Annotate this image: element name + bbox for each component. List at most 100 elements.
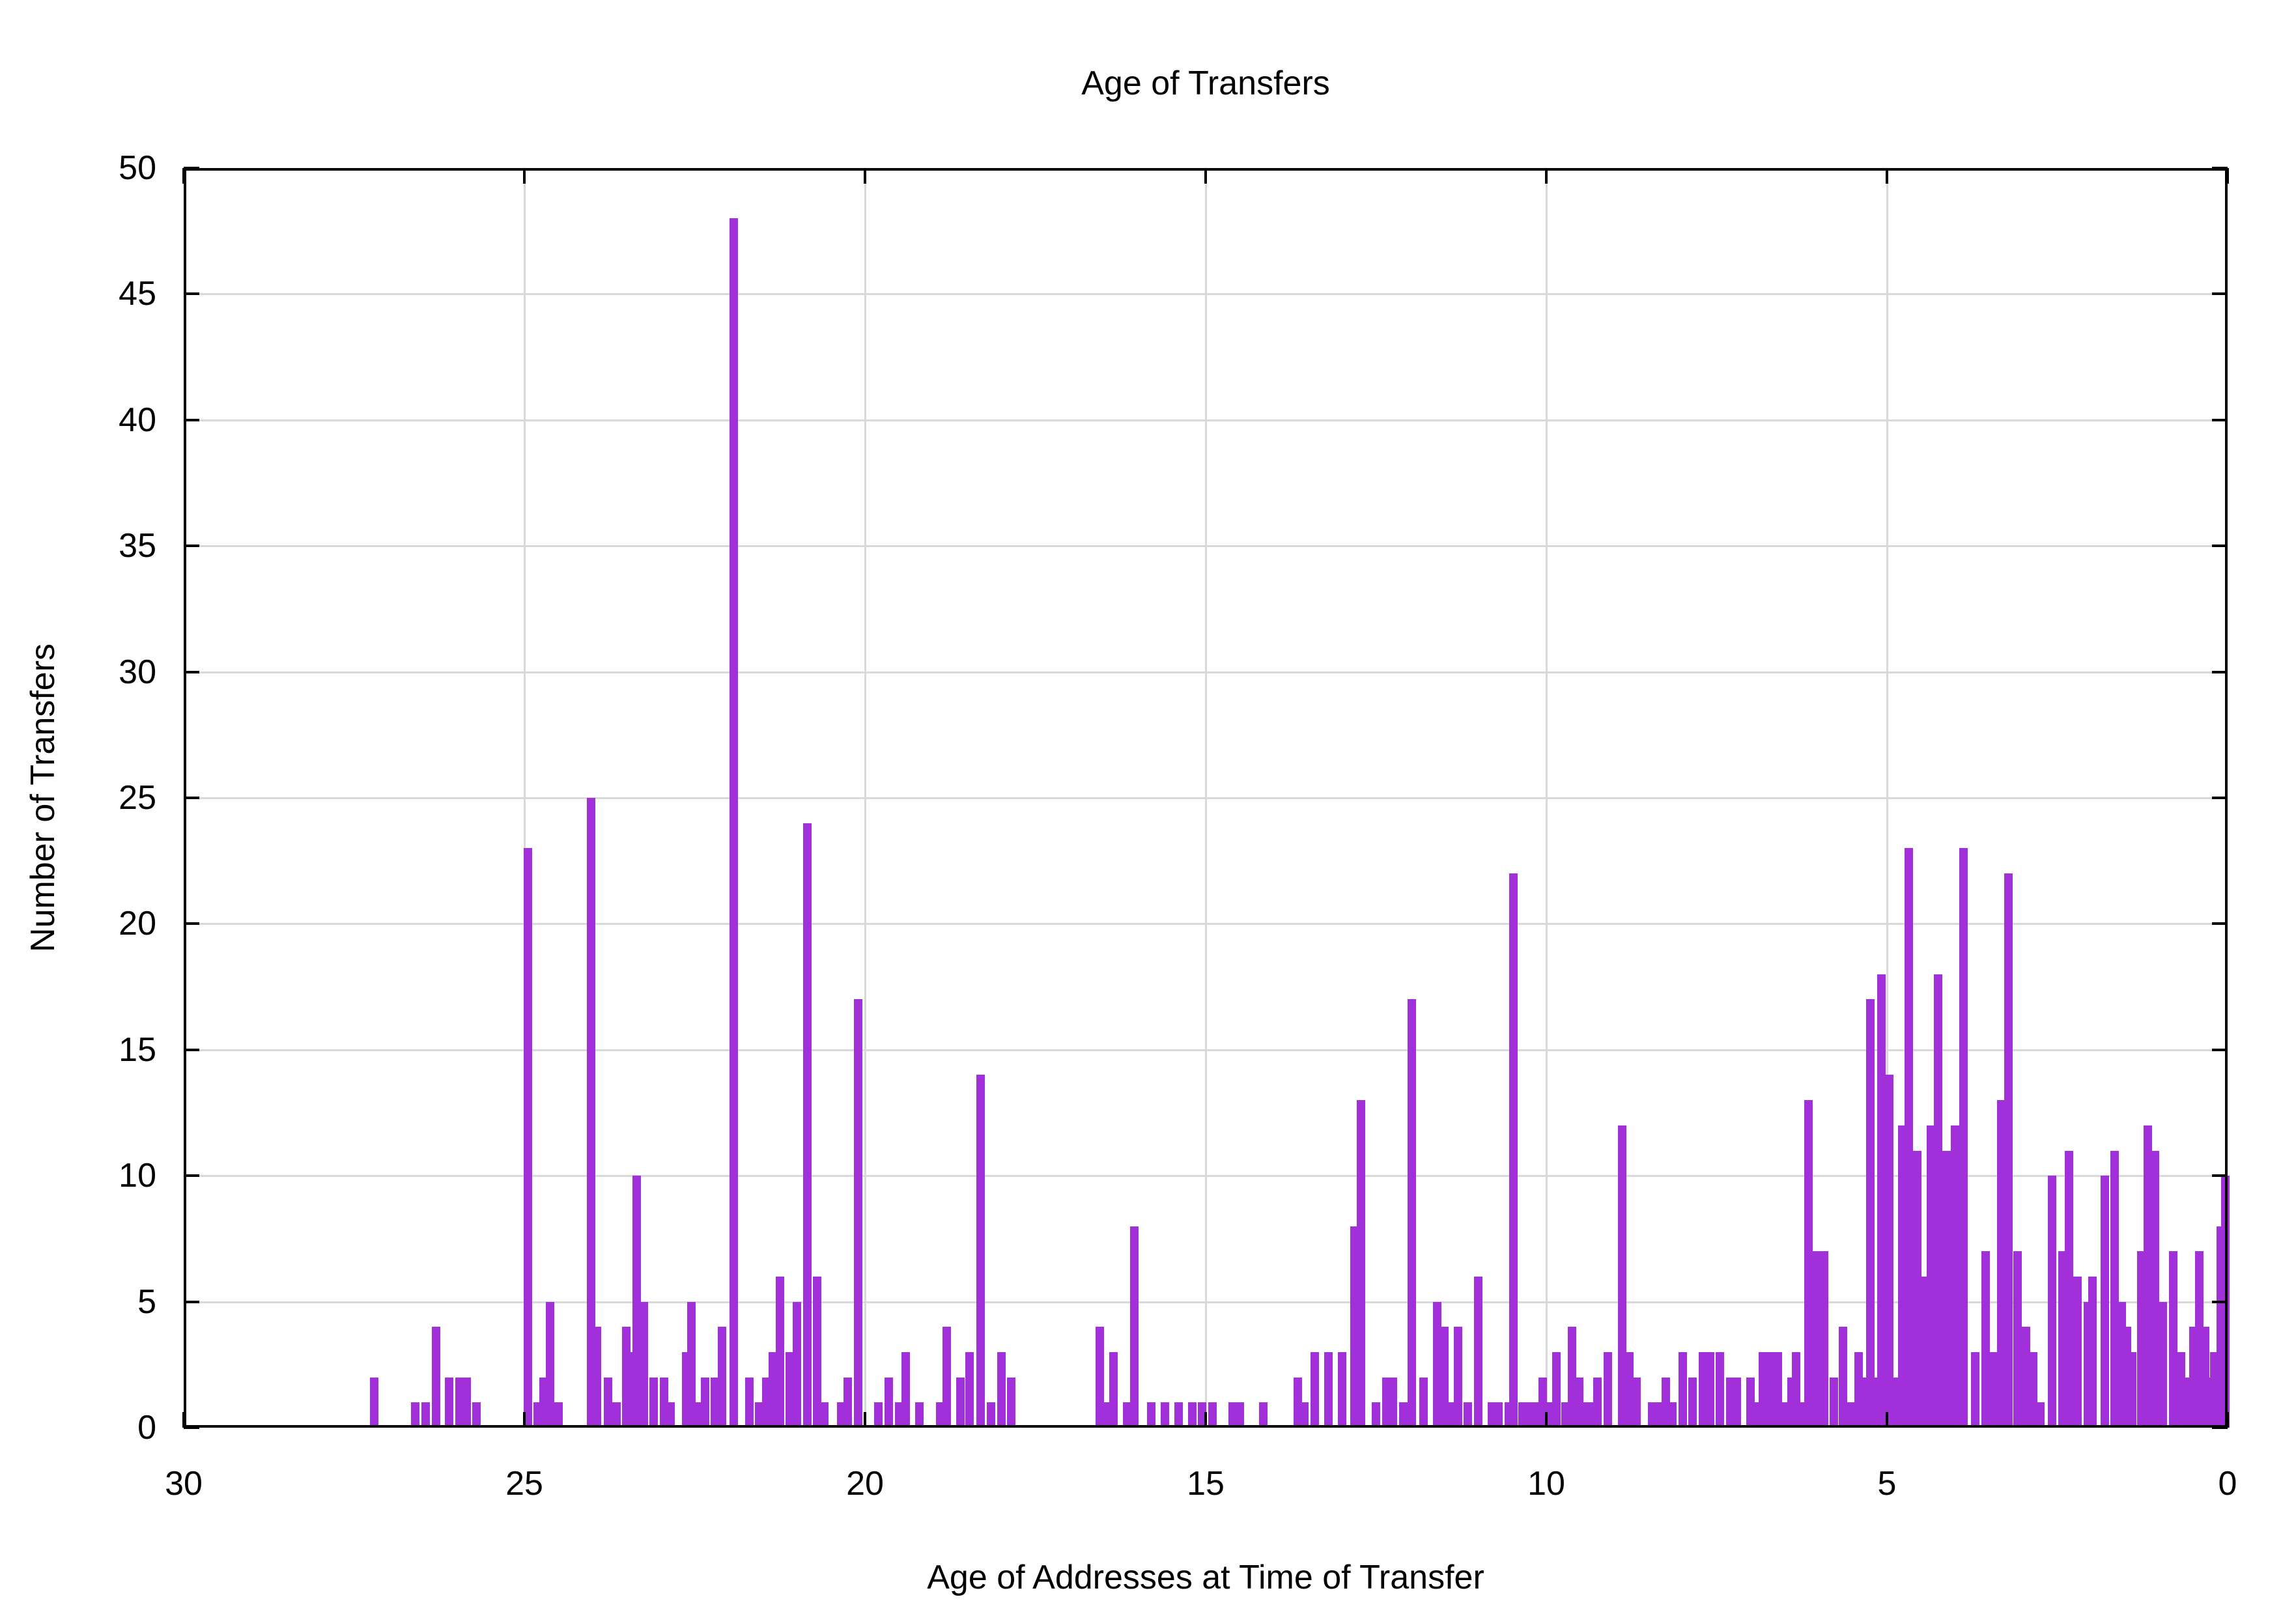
histogram-bar (976, 1075, 985, 1428)
histogram-bar (1488, 1402, 1496, 1428)
histogram-bar (1593, 1378, 1602, 1428)
y-axis-title: Number of Transfers (24, 643, 62, 952)
histogram-bar (1699, 1352, 1707, 1428)
histogram-bar (837, 1402, 845, 1428)
histogram-bar (1959, 848, 1968, 1428)
histogram-bar (421, 1402, 430, 1428)
histogram-bar (1971, 1352, 1979, 1428)
y-tick-left (184, 922, 199, 926)
histogram-bar (2137, 1251, 2146, 1428)
histogram-bar (1103, 1402, 1111, 1428)
histogram-bar (546, 1302, 554, 1428)
histogram-bar (1350, 1226, 1359, 1428)
histogram-bar (1688, 1378, 1697, 1428)
y-tick-right (2212, 1300, 2228, 1303)
y-tick-left (184, 292, 199, 296)
histogram-bar (776, 1277, 784, 1428)
histogram-bar (455, 1378, 464, 1428)
histogram-bar (1830, 1378, 1838, 1428)
histogram-bar (1706, 1352, 1714, 1428)
histogram-bar (1552, 1352, 1561, 1428)
histogram-bar (1618, 1125, 1626, 1428)
y-tick-right (2212, 167, 2228, 169)
histogram-bar (1820, 1251, 1828, 1428)
histogram-bar (2065, 1151, 2073, 1428)
histogram-bar (1433, 1302, 1441, 1428)
histogram-bar (1399, 1402, 1408, 1428)
x-axis-title: Age of Addresses at Time of Transfer (927, 1559, 1484, 1596)
histogram-bar (1408, 999, 1416, 1428)
histogram-bar (874, 1402, 883, 1428)
histogram-bar (803, 823, 812, 1428)
histogram-bar (1419, 1378, 1428, 1428)
histogram-bar (2004, 873, 2013, 1428)
histogram-bar (730, 218, 738, 1428)
histogram-bar (1546, 1402, 1554, 1428)
x-tick-label: 30 (165, 1465, 203, 1503)
histogram-bar (1357, 1100, 1365, 1428)
gridline-vertical (1886, 168, 1888, 1428)
histogram-bar (1981, 1251, 1990, 1428)
histogram-bar (2177, 1352, 2185, 1428)
histogram-bar (1259, 1402, 1268, 1428)
histogram-bar (997, 1352, 1006, 1428)
y-tick-label: 35 (119, 527, 156, 565)
histogram-bar (1147, 1402, 1155, 1428)
histogram-bar (1188, 1402, 1197, 1428)
histogram-bar (432, 1327, 440, 1428)
histogram-bar (1905, 848, 1913, 1428)
histogram-bar (1300, 1402, 1309, 1428)
histogram-bar (901, 1352, 910, 1428)
histogram-bar (793, 1302, 801, 1428)
histogram-bar (2151, 1151, 2159, 1428)
y-tick-right (2212, 544, 2228, 548)
histogram-bar (1208, 1402, 1217, 1428)
histogram-bar (1913, 1151, 1921, 1428)
histogram-bar (1525, 1402, 1533, 1428)
histogram-bar (554, 1402, 563, 1428)
histogram-bar (1885, 1075, 1893, 1428)
x-tick-top (864, 168, 866, 184)
x-tick-label: 15 (1187, 1465, 1225, 1503)
histogram-bar (2036, 1402, 2045, 1428)
histogram-bar (1679, 1352, 1687, 1428)
plot-area (182, 167, 2230, 1429)
histogram-bar (2101, 1176, 2109, 1428)
histogram-bar (1866, 999, 1875, 1428)
histogram-bar (2013, 1251, 2022, 1428)
histogram-bar (1509, 873, 1518, 1428)
histogram-bar (1236, 1402, 1244, 1428)
y-tick-left (184, 670, 199, 673)
histogram-bar (1568, 1327, 1576, 1428)
y-tick-label: 15 (119, 1030, 156, 1069)
histogram-bar (1811, 1251, 1820, 1428)
histogram-bar (1464, 1402, 1472, 1428)
histogram-bar (2022, 1327, 2030, 1428)
histogram-bar (1746, 1378, 1755, 1428)
histogram-bar (1759, 1352, 1767, 1428)
histogram-bar (649, 1378, 658, 1428)
x-tick-label: 5 (1877, 1465, 1897, 1503)
histogram-bar (987, 1402, 995, 1428)
histogram-bar (1198, 1402, 1206, 1428)
histogram-bar (745, 1378, 754, 1428)
histogram-bar (1716, 1352, 1724, 1428)
y-tick-label: 5 (137, 1282, 156, 1321)
histogram-bar (1174, 1402, 1183, 1428)
histogram-bar (666, 1402, 675, 1428)
histogram-bar (1494, 1402, 1503, 1428)
histogram-bar (370, 1378, 378, 1428)
histogram-bar (1474, 1277, 1482, 1428)
x-tick-bottom (523, 1412, 526, 1428)
histogram-bar (2169, 1251, 2177, 1428)
x-tick-label: 10 (1527, 1465, 1565, 1503)
histogram-bar (786, 1352, 794, 1428)
histogram-bar (854, 999, 862, 1428)
histogram-bar (813, 1277, 821, 1428)
histogram-bar (1798, 1402, 1806, 1428)
histogram-bar (472, 1402, 481, 1428)
histogram-bar (1804, 1100, 1813, 1428)
histogram-bar (2073, 1277, 2082, 1428)
y-tick-right (2212, 1426, 2228, 1429)
x-tick-top (523, 168, 526, 184)
